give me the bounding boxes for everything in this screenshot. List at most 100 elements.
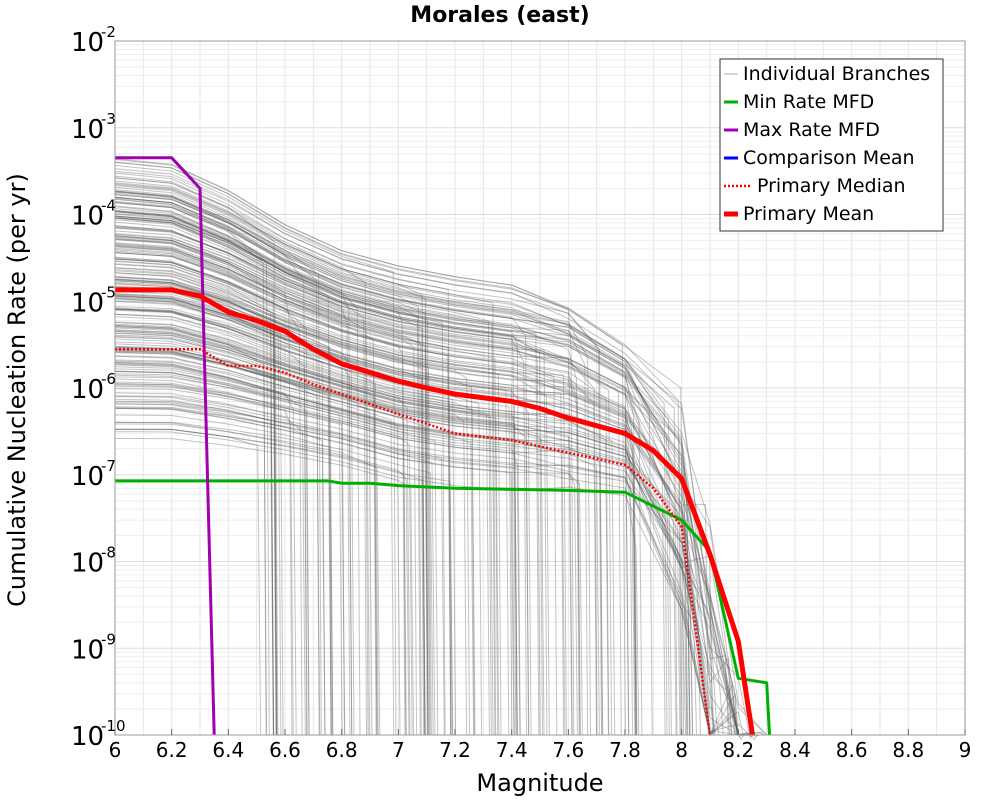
y-tick-label: 10 [71, 115, 104, 145]
branch-line [114, 308, 353, 736]
branch-line [114, 217, 767, 736]
y-tick-exponent: -10 [101, 717, 126, 735]
grid [114, 41, 966, 736]
branch-line [114, 279, 767, 736]
branch-line [114, 244, 755, 736]
branch-line [114, 378, 677, 736]
branch-line [114, 225, 691, 736]
branch-line [114, 246, 425, 736]
y-tick-exponent: -6 [101, 370, 116, 388]
branch-line [114, 252, 499, 736]
x-tick-label: 6.2 [156, 738, 188, 762]
branch-line [114, 215, 332, 736]
branch-line [114, 159, 575, 736]
branch-line [114, 177, 452, 736]
branch-line [114, 276, 691, 736]
y-tick-label: 10 [71, 375, 104, 405]
branch-line [114, 225, 351, 736]
branch-line [114, 278, 637, 736]
branch-line [114, 161, 626, 736]
branch-line [114, 258, 610, 736]
branch-line [114, 252, 377, 736]
branch-line [114, 313, 379, 736]
branch-line [114, 170, 767, 736]
legend-box [719, 58, 944, 232]
branch-line [114, 421, 434, 736]
branch-line [114, 202, 767, 736]
y-tick-label: 10 [71, 549, 104, 579]
branch-line [114, 238, 689, 736]
branch-line [114, 202, 267, 736]
branch-line [114, 213, 353, 736]
branch-line [114, 221, 630, 736]
branch-line [114, 407, 640, 736]
y-tick-label: 10 [71, 202, 104, 232]
branch-line [114, 267, 581, 736]
branch-line [114, 276, 470, 736]
x-tick-label: 6.8 [326, 738, 358, 762]
branch-line [114, 294, 565, 736]
branch-line [114, 242, 293, 736]
branch-line [114, 346, 573, 736]
branch-line [114, 184, 768, 736]
branch-line [114, 190, 422, 736]
branch-line [114, 186, 591, 736]
branch-line [114, 329, 378, 736]
branch-line [114, 295, 731, 736]
branch-line [114, 408, 515, 736]
branch-line [114, 327, 609, 736]
x-tick-label: 6.4 [212, 738, 244, 762]
branch-line [114, 247, 452, 736]
branch-line [114, 212, 421, 736]
branch-line [114, 189, 729, 736]
branch-line [114, 323, 476, 736]
branch-line [114, 407, 583, 736]
branch-line [114, 158, 742, 736]
branch-line [114, 215, 643, 736]
branch-line [114, 363, 694, 736]
branch-line [114, 237, 598, 736]
branch-line [114, 366, 604, 736]
x-tick-label: 7 [392, 738, 405, 762]
branch-line [114, 250, 760, 737]
branch-line [114, 263, 274, 736]
branch-line [114, 210, 767, 736]
branch-line [114, 172, 603, 736]
branch-line [114, 376, 343, 736]
branch-line [114, 260, 310, 736]
branch-line [114, 230, 670, 736]
branch-line [114, 191, 308, 736]
x-tick-label: 8.6 [836, 738, 868, 762]
branch-line [114, 279, 278, 736]
branch-line [114, 245, 573, 736]
branch-line [114, 336, 767, 736]
branch-line [114, 383, 521, 736]
branch-line [114, 191, 688, 736]
branch-line [114, 381, 720, 736]
branch-line [114, 270, 279, 736]
branch-line [114, 421, 410, 736]
branch-line [114, 400, 274, 736]
branch-line [114, 177, 369, 736]
branch-line [114, 406, 436, 736]
branch-line [114, 414, 334, 736]
branch-line [114, 276, 502, 736]
branch-line [114, 215, 580, 736]
branch-line [114, 298, 326, 736]
branch-line [114, 332, 616, 736]
branch-line [114, 252, 429, 736]
branch-line [114, 321, 513, 736]
branch-line [114, 355, 429, 736]
x-tick-label: 8.2 [722, 738, 754, 762]
x-axis-label: Magnitude [476, 769, 603, 797]
branch-line [114, 360, 395, 736]
branch-line [114, 233, 636, 736]
branch-line [114, 423, 381, 736]
branch-line [114, 313, 483, 736]
branch-line [114, 316, 457, 736]
branch-line [114, 196, 690, 736]
branch-line [114, 194, 653, 736]
branch-line [114, 282, 274, 736]
branch-line [114, 329, 411, 736]
branch-line [114, 322, 453, 736]
